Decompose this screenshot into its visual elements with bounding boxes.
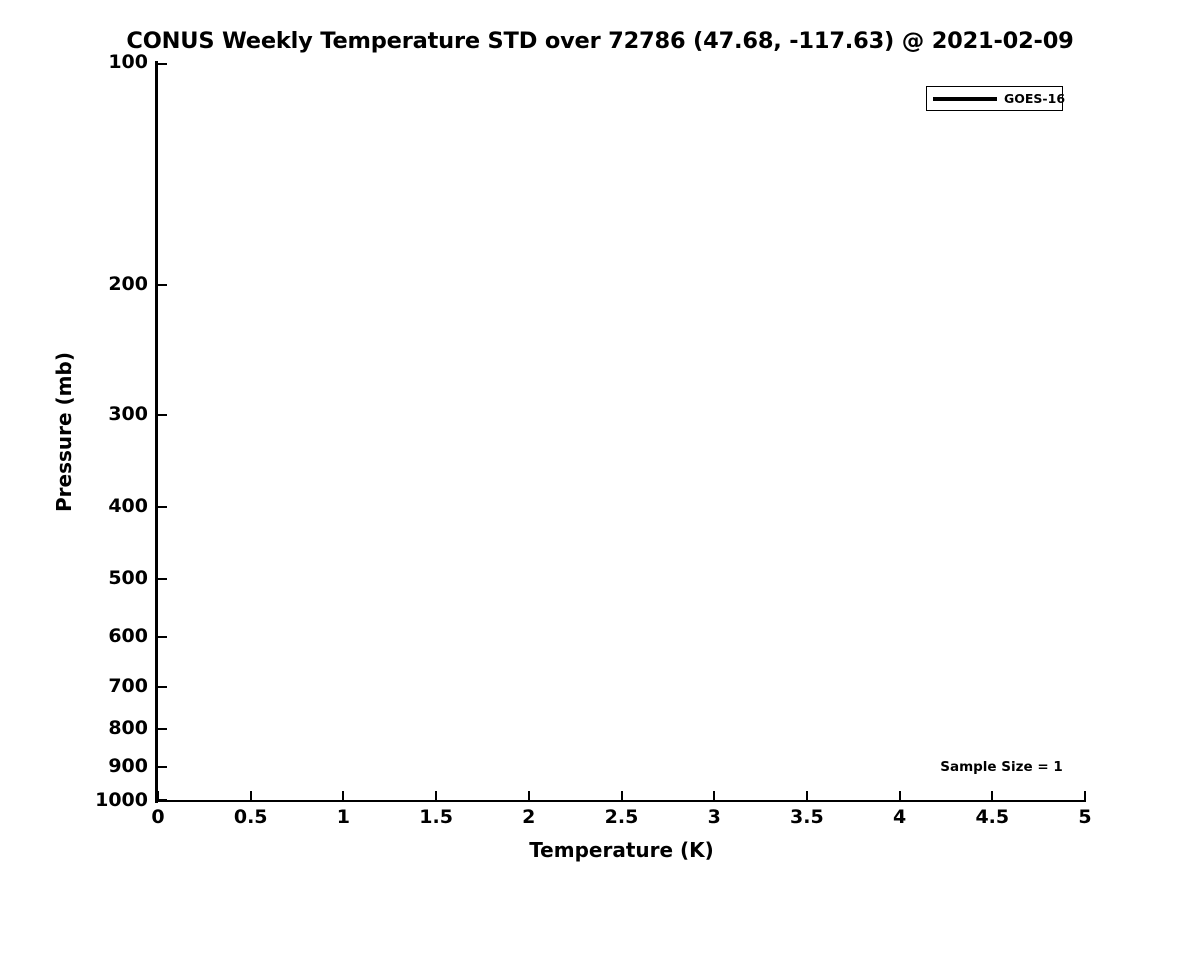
y-tick-mark (158, 414, 167, 417)
x-tick-label: 4.5 (975, 806, 1010, 828)
x-tick-mark (713, 791, 716, 801)
x-tick-mark (157, 791, 159, 801)
y-tick-label: 200 (108, 273, 148, 296)
series-layer (158, 63, 1085, 801)
x-tick-mark (527, 791, 530, 801)
x-tick-label: 0 (151, 806, 165, 828)
y-tick-label: 400 (108, 495, 148, 518)
legend[interactable]: GOES-16 (926, 86, 1066, 111)
data-series-svg (158, 63, 1200, 963)
y-tick-label: 300 (108, 403, 148, 426)
x-tick-mark (1084, 791, 1086, 801)
y-tick-mark (158, 284, 167, 287)
x-tick-label: 1 (336, 806, 350, 828)
figure-canvas: CONUS Weekly Temperature STD over 72786 … (52, 28, 1092, 862)
y-axis-spine (155, 61, 158, 803)
y-tick-label: 600 (108, 625, 148, 648)
sample-size-annotation: Sample Size = 1 (940, 759, 1063, 776)
x-tick-label: 2 (522, 806, 536, 828)
x-tick-mark (342, 791, 345, 801)
y-tick-mark (158, 506, 167, 509)
y-tick-mark (158, 728, 167, 731)
x-tick-label: 5 (1078, 806, 1092, 828)
legend-line-swatch-goes-16 (933, 96, 997, 101)
x-axis-label: Temperature (K) (529, 838, 714, 862)
y-tick-label: 500 (108, 566, 148, 589)
legend-label-goes-16: GOES-16 (1004, 91, 1066, 106)
y-tick-mark (158, 63, 167, 65)
x-tick-mark (620, 791, 623, 801)
y-tick-label: 800 (108, 717, 148, 740)
x-tick-label: 2.5 (604, 806, 639, 828)
plot-area[interactable] (158, 63, 1085, 801)
y-tick-mark (158, 577, 167, 580)
x-tick-mark (249, 791, 252, 801)
y-tick-mark (158, 766, 167, 769)
y-tick-mark (158, 685, 167, 688)
x-tick-mark (805, 791, 808, 801)
x-tick-label: 3.5 (790, 806, 824, 828)
y-tick-label: 100 (108, 51, 148, 73)
page-title: CONUS Weekly Temperature STD over 72786 … (126, 28, 1074, 54)
y-axis-label: Pressure (mb) (52, 352, 76, 512)
y-tick-mark (158, 636, 167, 639)
x-tick-label: 4 (892, 806, 907, 828)
y-tick-label: 900 (108, 755, 148, 778)
x-tick-label: 0.5 (233, 806, 268, 828)
y-tick-label: 700 (108, 674, 148, 697)
x-tick-mark (898, 791, 901, 801)
x-tick-label: 1.5 (419, 806, 453, 828)
x-tick-mark (991, 791, 994, 801)
x-tick-mark (435, 791, 438, 801)
y-tick-mark (158, 799, 167, 801)
y-tick-label: 1000 (95, 789, 148, 811)
x-axis-spine (155, 800, 1086, 802)
x-tick-label: 3 (707, 806, 721, 828)
